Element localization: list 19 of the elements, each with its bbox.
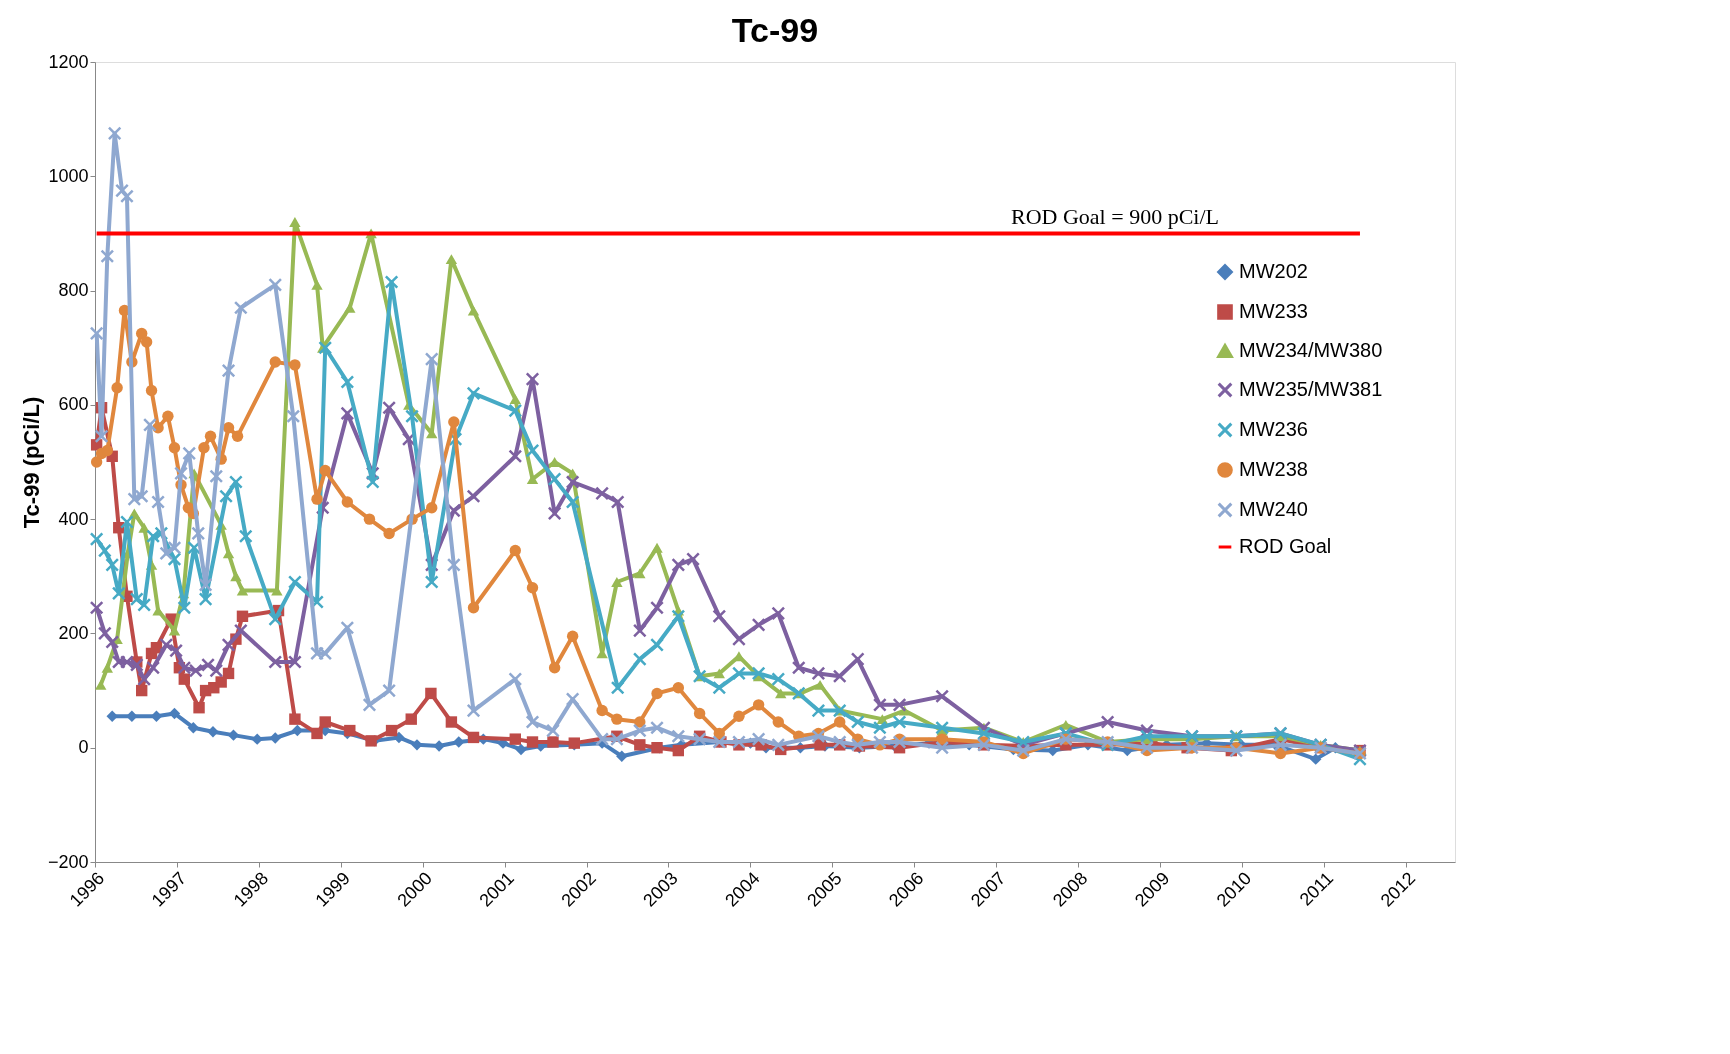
legend-label: MW236 [1239, 418, 1308, 440]
y-tick-label: 1200 [48, 51, 89, 72]
y-tick-label: 800 [58, 280, 89, 301]
y-tick-label: −200 [47, 851, 89, 872]
legend-label: ROD Goal [1239, 535, 1332, 557]
y-tick-label: 1000 [48, 165, 89, 186]
y-tick-label: 400 [58, 508, 89, 529]
legend-label: MW202 [1239, 260, 1308, 282]
annotation: ROD Goal = 900 pCi/L [1011, 204, 1219, 230]
y-tick-label: 600 [58, 394, 89, 415]
y-axis-title: Tc-99 (pCi/L) [18, 396, 44, 529]
legend-label: MW240 [1239, 498, 1308, 520]
chart-title: Tc-99 [731, 11, 819, 49]
legend-label: MW234/MW380 [1239, 339, 1383, 361]
legend-label: MW235/MW381 [1239, 378, 1383, 400]
legend-label: MW233 [1239, 300, 1308, 322]
y-tick-label: 0 [78, 737, 89, 758]
y-tick-label: 200 [58, 622, 89, 643]
legend-label: MW238 [1239, 458, 1308, 480]
